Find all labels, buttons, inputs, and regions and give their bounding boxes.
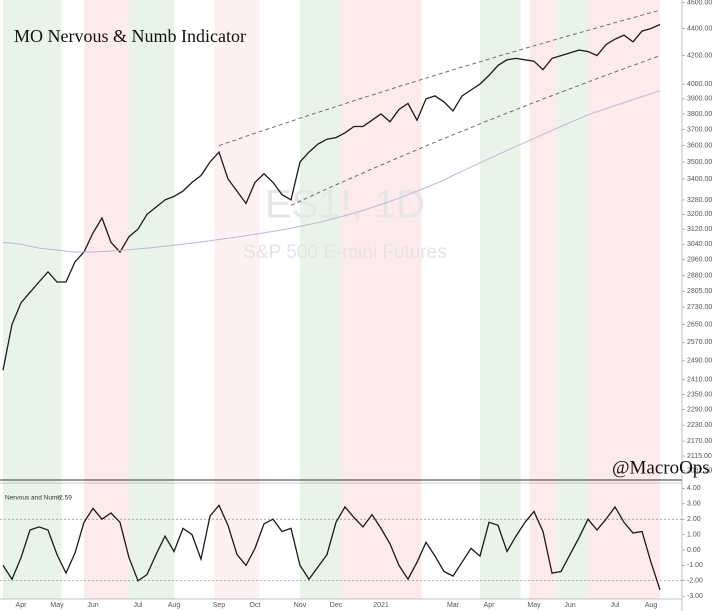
y-tick-label: 2230.00	[687, 422, 712, 429]
chart-title: MO Nervous & Numb Indicator	[14, 26, 246, 46]
series-line	[290, 55, 661, 206]
signal-band	[3, 0, 62, 599]
series-line	[2, 23, 661, 371]
y-tick-label: 2115.00	[687, 453, 712, 460]
y-tick-label: -1.00	[687, 562, 703, 569]
y-tick-label: 2350.00	[687, 391, 712, 398]
signal-band	[300, 0, 341, 599]
y-tick-label: 2290.00	[687, 407, 712, 414]
y-tick-label: 2490.00	[687, 358, 712, 365]
y-tick-label: 3280.00	[687, 197, 712, 204]
series-line	[218, 9, 661, 147]
x-tick-label: Apr	[16, 602, 28, 609]
x-tick-label: May	[527, 602, 541, 609]
indicator-value: -2.59	[57, 495, 72, 502]
x-tick-label: Apr	[484, 602, 496, 609]
y-tick-label: 0.00	[687, 547, 701, 554]
y-tick-label: -3.00	[687, 593, 703, 600]
y-tick-label: 2062.50	[687, 468, 712, 475]
x-tick-label: Jun	[87, 602, 98, 609]
signal-band	[480, 0, 521, 599]
y-tick-label: 2805.00	[687, 288, 712, 295]
signal-band	[556, 0, 588, 599]
y-tick-label: 2410.00	[687, 377, 712, 384]
y-tick-label: 2650.00	[687, 321, 712, 328]
annotation: @MacroOps	[612, 457, 710, 478]
series-line	[2, 90, 661, 253]
watermark-subtitle: S&P 500 E-mini Futures	[243, 242, 446, 263]
y-tick-label: 4600.00	[687, 0, 712, 6]
y-tick-label: 3600.00	[687, 142, 712, 149]
signal-band	[588, 0, 660, 599]
y-tick-label: 2170.00	[687, 438, 712, 445]
x-tick-label: Nov	[294, 602, 307, 609]
y-tick-label: 3200.00	[687, 211, 712, 218]
y-tick-label: 1.00	[687, 531, 701, 538]
y-tick-label: 3700.00	[687, 126, 712, 133]
watermark: ES1!, 1D	[265, 183, 425, 227]
x-tick-label: 2021	[373, 602, 389, 609]
signal-band	[214, 0, 260, 599]
x-tick-label: Mar	[447, 602, 460, 609]
y-tick-label: 3500.00	[687, 159, 712, 166]
y-tick-label: -2.00	[687, 578, 703, 585]
x-tick-label: Jul	[611, 602, 620, 609]
y-tick-label: 4200.00	[687, 52, 712, 59]
signal-band	[129, 0, 174, 599]
y-tick-label: 2960.00	[687, 257, 712, 264]
y-tick-label: 3.00	[687, 501, 701, 508]
shading-layer	[3, 0, 660, 599]
y-tick-label: 2.00	[687, 516, 701, 523]
y-tick-label: 2730.00	[687, 304, 712, 311]
y-tick-label: 4.00	[687, 485, 701, 492]
signal-band	[529, 0, 557, 599]
y-tick-label: 3900.00	[687, 96, 712, 103]
x-tick-label: Dec	[330, 602, 343, 609]
x-tick-label: Aug	[645, 602, 658, 609]
x-tick-label: Jun	[564, 602, 575, 609]
y-tick-label: 3400.00	[687, 176, 712, 183]
y-tick-label: 2570.00	[687, 339, 712, 346]
y-tick-label: 4400.00	[687, 25, 712, 32]
x-tick-label: Jul	[134, 602, 143, 609]
indicator-title: Nervous and Numb	[5, 495, 61, 502]
y-tick-label: 4000.00	[687, 81, 712, 88]
x-tick-label: Aug	[168, 602, 181, 609]
y-tick-label: 3800.00	[687, 111, 712, 118]
y-tick-label: 3040.00	[687, 241, 712, 248]
signal-band	[84, 0, 129, 599]
signal-band	[340, 0, 422, 599]
y-tick-label: 3120.00	[687, 226, 712, 233]
x-tick-label: Sep	[213, 602, 226, 609]
series-line	[2, 504, 661, 591]
x-tick-label: Oct	[250, 602, 261, 609]
x-tick-label: May	[50, 602, 64, 609]
y-tick-label: 2880.00	[687, 273, 712, 280]
